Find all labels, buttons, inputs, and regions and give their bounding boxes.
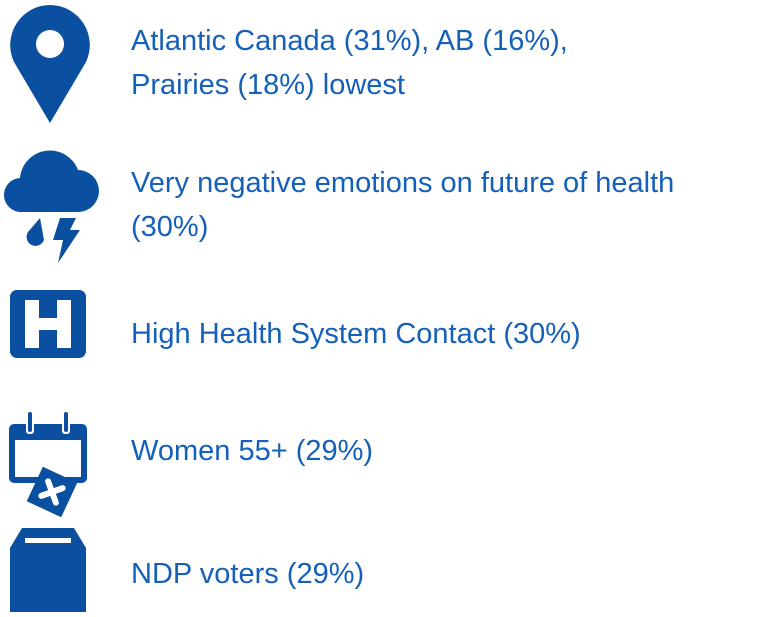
item-text: (30%) [131, 211, 209, 243]
item-text: NDP voters (29%) [131, 558, 365, 590]
hospital-h [25, 300, 71, 348]
item-text: High Health System Contact (30%) [131, 318, 581, 350]
item-text: Women 55+ (29%) [131, 435, 374, 467]
item-text: Atlantic Canada (31%), AB (16%), [131, 25, 568, 57]
lightning-icon [53, 218, 80, 263]
item-text: Very negative emotions on future of heal… [131, 167, 675, 199]
ballot-icon [26, 466, 78, 518]
calendar-ring [64, 412, 68, 432]
raindrop-icon [26, 218, 44, 246]
ballot-slot [25, 538, 71, 543]
calendar-icon [9, 424, 87, 483]
calendar-ring [28, 412, 32, 432]
item-text: Prairies (18%) lowest [131, 69, 405, 101]
pin-icon [10, 5, 90, 123]
cloud-icon [3, 150, 100, 213]
ballot-box-icon [10, 528, 86, 612]
